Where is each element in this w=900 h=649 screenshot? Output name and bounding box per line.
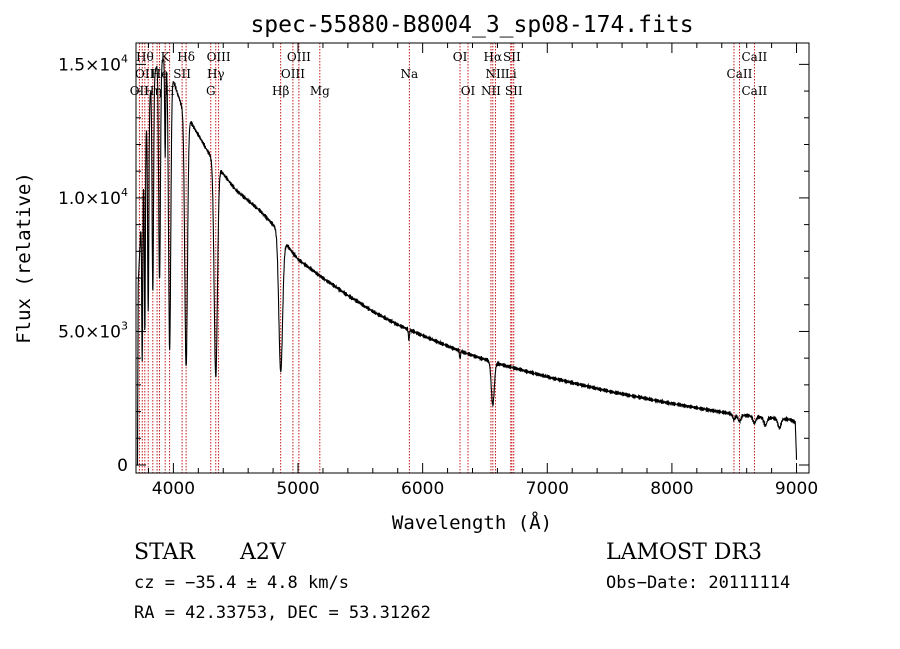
- line-label: SII: [503, 50, 521, 64]
- line-label: NII: [485, 67, 505, 81]
- x-tick-label: 5000: [276, 479, 319, 499]
- x-axis: 4000 5000 6000 7000 8000 9000: [147, 43, 818, 499]
- sky-coordinates: RA = 42.33753, DEC = 53.31262: [134, 603, 431, 623]
- y-tick-label: 0: [117, 456, 128, 476]
- line-label: Hβ: [272, 84, 289, 98]
- line-label: OIII: [281, 67, 305, 81]
- y-tick-label: 1.5×104: [58, 52, 128, 75]
- object-class: STAR: [134, 540, 195, 565]
- x-tick-label: 6000: [401, 479, 444, 499]
- line-label: CaII: [741, 84, 767, 98]
- object-subclass: A2V: [240, 540, 286, 565]
- survey-name: LAMOST DR3: [606, 540, 762, 565]
- x-tick-label: 4000: [152, 479, 195, 499]
- line-label: OIII: [287, 50, 311, 64]
- x-tick-label: 8000: [650, 479, 693, 499]
- observation-date: Obs−Date: 20111114: [606, 573, 791, 593]
- line-label: K: [161, 50, 171, 64]
- line-label: SII: [505, 84, 523, 98]
- chart-title: spec-55880-B8004_3_sp08-174.fits: [250, 12, 693, 38]
- y-tick-label: 5.0×103: [58, 319, 128, 342]
- y-tick-label: 1.0×104: [58, 186, 128, 209]
- x-tick-label: 9000: [775, 479, 818, 499]
- line-label: SII: [173, 67, 191, 81]
- line-label: CaII: [727, 67, 753, 81]
- x-axis-label: Wavelength (Å): [392, 511, 552, 534]
- line-label: Na: [400, 67, 418, 81]
- line-label: Hθ: [136, 50, 154, 64]
- line-label: NII: [481, 84, 501, 98]
- line-label: Mg: [310, 84, 330, 98]
- line-label: G: [206, 84, 216, 98]
- spectrum-line: [136, 57, 798, 466]
- line-label: OIII: [207, 50, 231, 64]
- line-label: H: [164, 84, 174, 98]
- emission-line-markers: [138, 43, 755, 473]
- line-label: Li: [505, 67, 517, 81]
- line-label: OI: [461, 84, 476, 98]
- line-label: Hγ: [207, 67, 225, 81]
- line-label: Hα: [484, 50, 503, 64]
- line-label: Hη: [144, 84, 162, 98]
- x-tick-label: 7000: [526, 479, 569, 499]
- line-label: OI: [453, 50, 468, 64]
- y-axis: 0 5.0×103 1.0×104 1.5×104: [58, 52, 809, 476]
- line-label: OII: [135, 67, 155, 81]
- redshift-velocity: cz = −35.4 ± 4.8 km/s: [134, 573, 349, 593]
- line-label: CaII: [741, 50, 767, 64]
- line-label: Hδ: [177, 50, 195, 64]
- y-axis-label: Flux (relative): [13, 172, 35, 344]
